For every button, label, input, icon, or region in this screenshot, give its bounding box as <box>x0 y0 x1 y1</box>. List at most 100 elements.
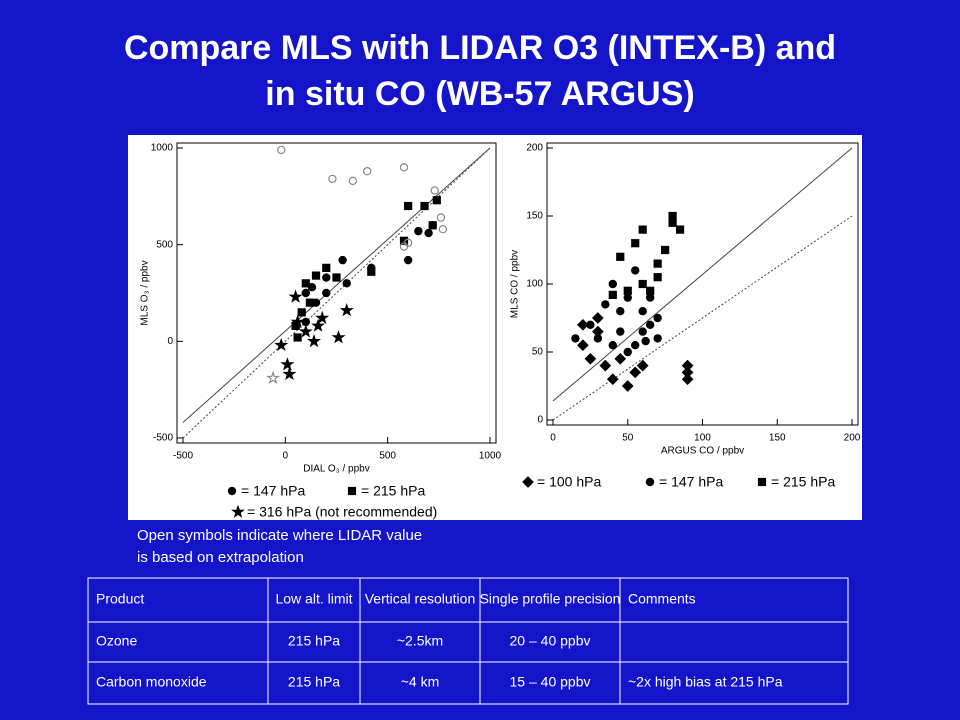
marker-square <box>347 486 357 496</box>
table-text: ~2x high bias at 215 hPa <box>628 674 783 690</box>
y-tick-label: 50 <box>532 347 544 358</box>
marker-circle <box>641 336 650 346</box>
x-tick-label: 1000 <box>479 451 502 462</box>
marker-square <box>661 245 670 255</box>
marker-diamond <box>606 373 619 386</box>
marker-diamond <box>592 312 604 324</box>
marker-square <box>332 273 341 282</box>
marker-circle <box>430 186 439 195</box>
x-tick-label: 200 <box>844 433 861 444</box>
marker-square <box>623 286 632 295</box>
table-text: ~2.5km <box>397 633 443 649</box>
x-axis-label: DIAL O₃ / ppbv <box>303 464 370 475</box>
marker-star <box>310 318 326 332</box>
marker-circle <box>414 226 423 236</box>
marker-square <box>404 201 413 211</box>
marker-star <box>307 333 321 348</box>
marker-diamond <box>681 366 694 379</box>
table-text: ~4 km <box>401 674 440 690</box>
marker-square <box>631 239 640 248</box>
y-tick-label: 150 <box>526 211 543 222</box>
marker-diamond <box>614 352 627 365</box>
marker-star <box>339 303 354 317</box>
marker-circle <box>638 307 647 316</box>
marker-square <box>668 211 677 221</box>
marker-star <box>298 324 313 338</box>
marker-star <box>288 289 303 303</box>
marker-circle <box>586 320 595 329</box>
marker-circle <box>328 174 337 184</box>
table-header: Low alt. limit <box>275 591 352 607</box>
legend-label: = 147 hPa <box>241 483 305 499</box>
marker-star <box>265 370 281 384</box>
y-tick-label: 0 <box>167 336 173 347</box>
marker-circle <box>399 163 409 172</box>
marker-circle <box>342 279 351 288</box>
marker-circle <box>277 145 286 155</box>
marker-square <box>668 218 677 227</box>
marker-square <box>311 271 321 280</box>
table-cell <box>359 577 481 623</box>
legend-label: = 215 hPa <box>771 474 835 490</box>
legend-label: = 100 hPa <box>537 474 601 490</box>
table-text: 215 hPa <box>288 674 340 690</box>
marker-square <box>675 225 685 234</box>
table-cell <box>359 661 481 705</box>
marker-circle <box>338 255 347 265</box>
marker-diamond <box>584 352 597 365</box>
marker-star <box>331 330 346 344</box>
marker-circle <box>645 477 655 487</box>
table-text: Ozone <box>96 633 137 649</box>
y-tick-label: -500 <box>153 433 173 444</box>
marker-circle <box>403 255 413 265</box>
x-tick-label: 0 <box>283 451 289 462</box>
table-cell <box>87 661 269 705</box>
marker-diamond <box>636 359 649 372</box>
table-cell <box>267 621 361 663</box>
marker-square <box>646 286 655 295</box>
table-cell <box>619 621 849 663</box>
marker-star <box>274 337 289 352</box>
marker-circle <box>608 279 618 289</box>
marker-square <box>653 259 662 268</box>
y-tick-label: 500 <box>156 239 173 250</box>
reference-line <box>552 215 853 421</box>
marker-diamond <box>577 339 589 352</box>
marker-square <box>638 279 647 289</box>
marker-diamond <box>681 373 694 386</box>
marker-circle <box>424 228 433 238</box>
plot-frame <box>176 142 497 444</box>
marker-diamond <box>629 366 642 379</box>
marker-square <box>420 201 429 211</box>
table-text: 20 – 40 ppbv <box>510 633 591 649</box>
marker-circle <box>645 320 655 329</box>
note: is based on extrapolation <box>137 549 304 566</box>
marker-square <box>301 279 310 288</box>
marker-circle <box>227 486 237 496</box>
marker-circle <box>616 307 625 316</box>
table-text: 15 – 40 ppbv <box>510 674 591 690</box>
table-header: Vertical resolution <box>365 591 476 607</box>
marker-square <box>432 196 441 205</box>
marker-star <box>280 357 295 371</box>
marker-circle <box>438 224 448 234</box>
marker-circle <box>638 327 647 336</box>
marker-circle <box>645 293 655 302</box>
slide-title: in situ CO (WB-57 ARGUS) <box>265 75 694 113</box>
marker-circle <box>653 313 662 323</box>
x-tick-label: 50 <box>622 433 634 444</box>
y-tick-label: 200 <box>526 143 543 154</box>
marker-circle <box>399 242 409 251</box>
marker-square <box>305 298 314 307</box>
marker-square <box>653 273 662 282</box>
table-cell <box>359 621 481 663</box>
marker-square <box>428 221 437 230</box>
marker-diamond <box>577 318 589 331</box>
x-tick-label: 150 <box>769 433 786 444</box>
table-text: Carbon monoxide <box>96 674 207 690</box>
x-axis-label: ARGUS CO / ppbv <box>661 446 744 457</box>
marker-circle <box>363 166 372 176</box>
marker-circle <box>322 273 331 282</box>
